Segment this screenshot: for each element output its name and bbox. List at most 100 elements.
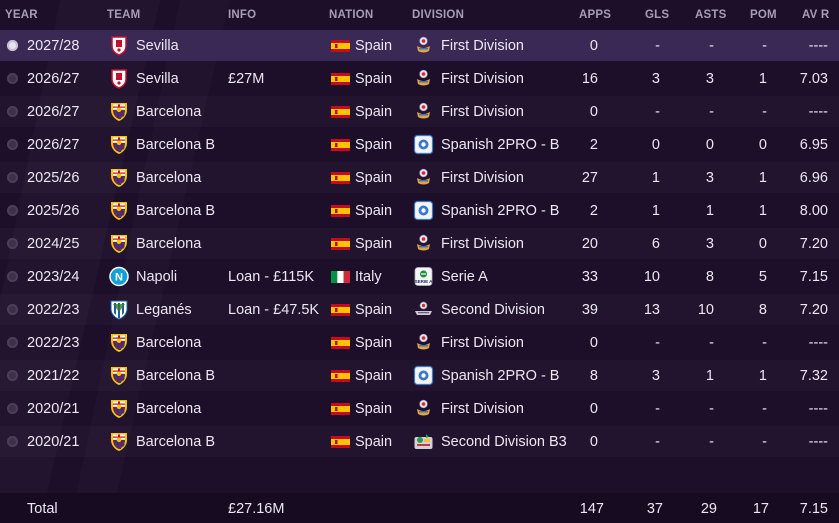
team-link[interactable]: Barcelona <box>136 401 202 417</box>
row-select-radio[interactable] <box>7 337 18 348</box>
table-header: YEAR TEAM INFO NATION DIVISION APPS GLS … <box>0 0 839 30</box>
division-link[interactable]: Second Division <box>441 302 545 318</box>
col-asts[interactable]: ASTS <box>695 9 727 21</box>
table-row[interactable]: 2024/25 Barcelona Spain First Division 20 6 3 0… <box>0 228 839 259</box>
table-row[interactable]: 2023/24 N Napoli Loan - £115K Italy SERIE A Se… <box>0 261 839 292</box>
nation-link[interactable]: Spain <box>355 302 393 318</box>
division-link[interactable]: Serie A <box>441 269 488 285</box>
team-link[interactable]: Barcelona <box>136 335 202 351</box>
table-row[interactable]: 2026/27 Barcelona Spain First Division 0- - - -… <box>0 96 839 127</box>
table-row[interactable]: 2022/23 Barcelona Spain First Division 0- - - -… <box>0 327 839 358</box>
nation-link[interactable]: Spain <box>355 368 393 384</box>
italy-flag <box>331 271 350 283</box>
year-cell: 2026/27 <box>27 104 80 120</box>
avg-rating-cell: ---- <box>808 104 828 120</box>
goals-cell: 0 <box>651 137 660 153</box>
division-link[interactable]: Spanish 2PRO - B <box>441 203 560 219</box>
division-link[interactable]: First Division <box>441 71 524 87</box>
col-avr[interactable]: AV R <box>802 9 830 21</box>
row-select-radio[interactable] <box>7 73 18 84</box>
col-division[interactable]: DIVISION <box>412 9 465 21</box>
row-select-radio[interactable] <box>7 370 18 381</box>
col-gls[interactable]: GLS <box>645 9 670 21</box>
row-select-radio[interactable] <box>7 40 18 51</box>
leganes-crest <box>109 299 129 320</box>
division-link[interactable]: Spanish 2PRO - B <box>441 368 560 384</box>
assists-cell: 3 <box>705 170 714 186</box>
col-apps[interactable]: APPS <box>579 9 612 21</box>
table-row[interactable]: 2025/26 Barcelona B Spain Spanish 2PRO - B 2… <box>0 195 839 226</box>
assists-cell: 3 <box>705 71 714 87</box>
goals-cell: 1 <box>651 203 660 219</box>
team-link[interactable]: Barcelona B <box>136 434 215 450</box>
division-link[interactable]: First Division <box>441 170 524 186</box>
year-cell: 2022/23 <box>27 335 80 351</box>
nation-link[interactable]: Spain <box>355 137 393 153</box>
apps-cell: 0 <box>589 38 598 54</box>
team-link[interactable]: Napoli <box>136 269 178 285</box>
nation-link[interactable]: Italy <box>355 269 382 285</box>
assists-cell: 0 <box>705 137 714 153</box>
goals-cell: - <box>655 38 660 54</box>
team-link[interactable]: Barcelona B <box>136 203 215 219</box>
laliga2-icon <box>413 299 434 320</box>
nation-link[interactable]: Spain <box>355 104 393 120</box>
nation-link[interactable]: Spain <box>355 401 393 417</box>
table-row[interactable]: 2026/27 Sevilla £27M Spain First Division 16 3… <box>0 63 839 94</box>
nation-link[interactable]: Spain <box>355 335 393 351</box>
row-select-radio[interactable] <box>7 205 18 216</box>
col-year[interactable]: YEAR <box>5 9 38 21</box>
row-select-radio[interactable] <box>7 436 18 447</box>
division-link[interactable]: First Division <box>441 236 524 252</box>
barcelona-crest <box>109 365 129 386</box>
apps-cell: 16 <box>581 71 598 87</box>
table-row[interactable]: 2022/23 Leganés Loan - £47.5K Spain Second D… <box>0 294 839 325</box>
team-link[interactable]: Barcelona <box>136 170 202 186</box>
laliga-icon <box>413 68 434 89</box>
table-row[interactable]: 2020/21 Barcelona B Spain Second Division B… <box>0 426 839 457</box>
col-team[interactable]: TEAM <box>107 9 141 21</box>
division-link[interactable]: Spanish 2PRO - B <box>441 137 560 153</box>
team-link[interactable]: Leganés <box>136 302 192 318</box>
spain-flag <box>331 106 350 118</box>
pom-cell: - <box>762 104 767 120</box>
col-info[interactable]: INFO <box>228 9 257 21</box>
nation-link[interactable]: Spain <box>355 38 393 54</box>
row-select-radio[interactable] <box>7 139 18 150</box>
team-link[interactable]: Barcelona B <box>136 137 215 153</box>
table-row[interactable]: 2027/28 Sevilla Spain First Division 0- - - ---… <box>0 30 839 61</box>
col-pom[interactable]: POM <box>750 9 777 21</box>
row-select-radio[interactable] <box>7 403 18 414</box>
division-link[interactable]: Second Division B3 <box>441 434 567 450</box>
nation-link[interactable]: Spain <box>355 434 393 450</box>
team-link[interactable]: Barcelona B <box>136 368 215 384</box>
year-cell: 2025/26 <box>27 170 80 186</box>
team-link[interactable]: Barcelona <box>136 236 202 252</box>
table-row[interactable]: 2025/26 Barcelona Spain First Division 27 1 3 1… <box>0 162 839 193</box>
nation-link[interactable]: Spain <box>355 71 393 87</box>
team-link[interactable]: Barcelona <box>136 104 202 120</box>
row-select-radio[interactable] <box>7 271 18 282</box>
division-link[interactable]: First Division <box>441 335 524 351</box>
division-link[interactable]: First Division <box>441 401 524 417</box>
row-select-radio[interactable] <box>7 238 18 249</box>
info-cell: £27M <box>228 71 265 87</box>
col-nation[interactable]: NATION <box>329 9 374 21</box>
row-select-radio[interactable] <box>7 106 18 117</box>
team-link[interactable]: Sevilla <box>136 71 179 87</box>
nation-link[interactable]: Spain <box>355 170 393 186</box>
assists-cell: - <box>709 38 714 54</box>
row-select-radio[interactable] <box>7 304 18 315</box>
nation-link[interactable]: Spain <box>355 236 393 252</box>
team-link[interactable]: Sevilla <box>136 38 179 54</box>
table-row[interactable]: 2026/27 Barcelona B Spain Spanish 2PRO - B 2… <box>0 129 839 160</box>
division-link[interactable]: First Division <box>441 104 524 120</box>
division-link[interactable]: First Division <box>441 38 524 54</box>
table-row[interactable]: 2021/22 Barcelona B Spain Spanish 2PRO - B 8… <box>0 360 839 391</box>
spain-flag <box>331 436 350 448</box>
row-select-radio[interactable] <box>7 172 18 183</box>
table-row[interactable]: 2020/21 Barcelona Spain First Division 0- - - -… <box>0 393 839 424</box>
nation-link[interactable]: Spain <box>355 203 393 219</box>
apps-cell: 0 <box>589 434 598 450</box>
spain-flag <box>331 304 350 316</box>
